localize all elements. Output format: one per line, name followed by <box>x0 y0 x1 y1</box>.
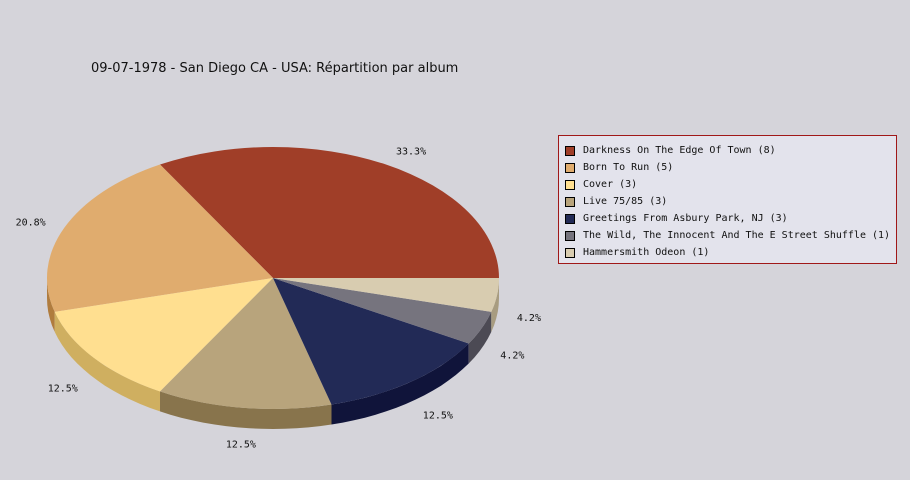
legend-swatch <box>565 179 575 190</box>
pie-slice-6 <box>273 278 499 312</box>
pie-slice-2 <box>54 278 274 392</box>
pie-side-5 <box>468 311 492 364</box>
legend-item: The Wild, The Innocent And The E Street … <box>565 227 896 244</box>
legend-swatch <box>565 145 575 156</box>
pie-percent-label-2: 12.5% <box>48 384 78 395</box>
legend-swatch <box>565 230 575 241</box>
legend-label: Live 75/85 (3) <box>583 196 668 207</box>
legend-item: Cover (3) <box>565 176 896 193</box>
pie-side-3 <box>160 391 332 429</box>
legend-item: Darkness On The Edge Of Town (8) <box>565 142 896 159</box>
pie-percent-label-0: 33.3% <box>396 147 426 158</box>
legend-label: Hammersmith Odeon (1) <box>583 247 710 258</box>
pie-percent-label-4: 12.5% <box>423 411 453 422</box>
pie-slice-3 <box>160 278 332 410</box>
legend-swatch <box>565 213 575 224</box>
legend-item: Born To Run (5) <box>565 159 896 176</box>
legend-swatch <box>565 247 575 258</box>
pie-percent-label-1: 20.8% <box>16 218 46 229</box>
legend-label: Darkness On The Edge Of Town (8) <box>583 145 776 156</box>
pie-percent-label-6: 4.2% <box>517 313 541 324</box>
pie-percent-label-3: 12.5% <box>226 440 256 451</box>
pie-slice-0 <box>160 146 499 278</box>
pie-side-6 <box>491 278 499 332</box>
legend-item: Hammersmith Odeon (1) <box>565 244 896 261</box>
legend: Darkness On The Edge Of Town (8) Born To… <box>558 135 897 264</box>
legend-item: Greetings From Asbury Park, NJ (3) <box>565 210 896 227</box>
legend-label: The Wild, The Innocent And The E Street … <box>583 230 891 241</box>
legend-swatch <box>565 162 575 173</box>
pie-slice-5 <box>273 278 492 344</box>
chart-title: 09-07-1978 - San Diego CA - USA: Réparti… <box>91 61 459 76</box>
legend-item: Live 75/85 (3) <box>565 193 896 210</box>
pie-side-2 <box>54 311 161 412</box>
pie-percent-label-5: 4.2% <box>500 350 524 361</box>
legend-label: Greetings From Asbury Park, NJ (3) <box>583 213 788 224</box>
legend-label: Cover (3) <box>583 179 638 190</box>
legend-swatch <box>565 196 575 207</box>
pie-side-1 <box>47 278 55 332</box>
pie-slice-4 <box>273 278 469 405</box>
pie-slice-1 <box>46 164 273 312</box>
pie-side-4 <box>331 343 469 425</box>
legend-label: Born To Run (5) <box>583 162 674 173</box>
